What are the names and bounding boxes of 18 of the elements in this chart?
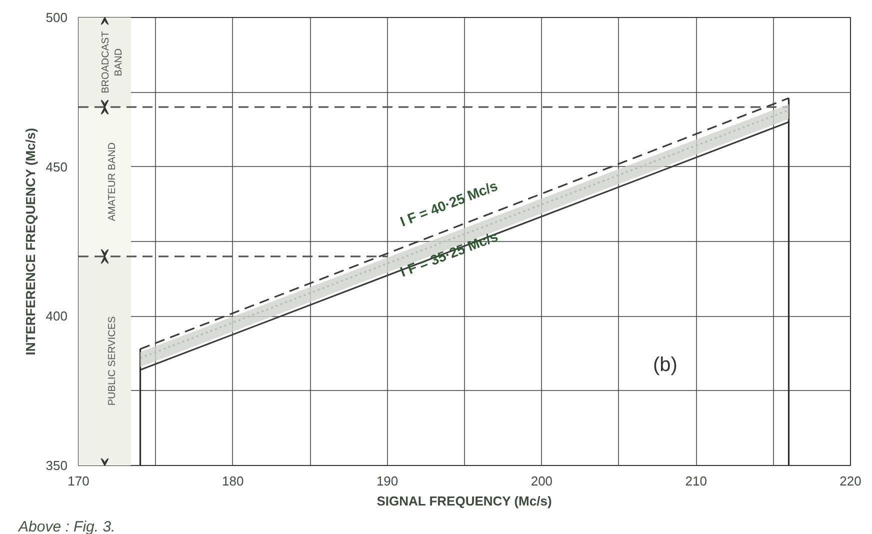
y-tick-label: 350 [46, 458, 68, 473]
band-label: PUBLIC SERVICES [106, 316, 118, 406]
band-label: AMATEUR BAND [106, 142, 118, 222]
x-tick-label: 190 [376, 474, 398, 488]
annotation: (b) [653, 354, 678, 376]
y-tick-label: 400 [46, 308, 68, 324]
x-tick-label: 180 [222, 474, 244, 488]
x-tick-label: 220 [840, 474, 862, 488]
x-tick-label: 170 [68, 474, 90, 488]
x-tick-label: 210 [685, 474, 707, 488]
text: I F = 35·25 Mc/s [398, 228, 500, 280]
text: I F = 40·25 Mc/s [398, 177, 500, 230]
y-tick-label: 500 [46, 10, 68, 25]
x-axis-title: SIGNAL FREQUENCY (Mc/s) [376, 494, 552, 508]
y-axis-title: INTERFERENCE FREQUENCY (Mc/s) [22, 128, 38, 356]
x-tick-label: 200 [530, 474, 553, 488]
band-label: BROADCAST BAND [100, 31, 125, 94]
y-tick-label: 450 [46, 159, 68, 174]
